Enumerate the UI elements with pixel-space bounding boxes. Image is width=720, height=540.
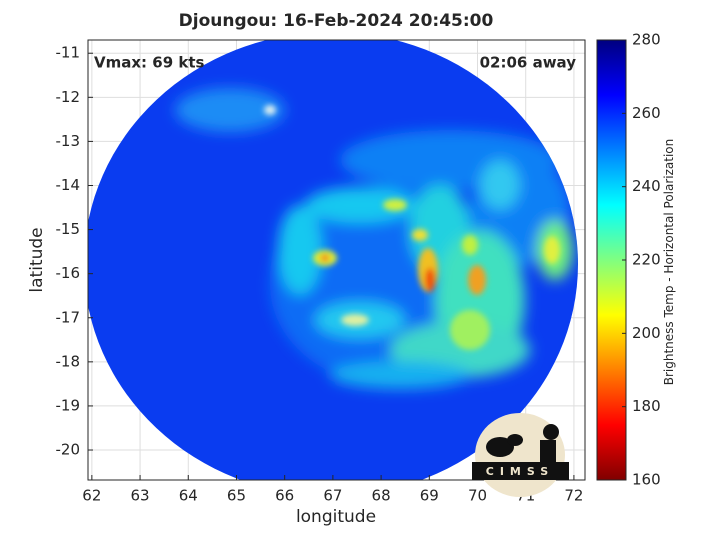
features	[151, 88, 573, 439]
colorbar-tick-label: 200	[632, 324, 661, 342]
y-tick-label: -18	[56, 352, 81, 370]
plot-frame	[87, 39, 586, 481]
x-tick-label: 72	[564, 487, 583, 505]
x-tick-label: 65	[227, 487, 246, 505]
imagery	[88, 40, 578, 480]
y-tick-label: -12	[56, 88, 81, 106]
x-tick-label: 70	[468, 487, 487, 505]
y-tick-label: -11	[56, 44, 81, 62]
colorbar-tick-label: 160	[632, 471, 661, 489]
x-tick-label: 64	[179, 487, 198, 505]
colorbar	[596, 39, 627, 481]
y-tick-label: -20	[56, 441, 81, 459]
logo: CIMSS	[472, 413, 569, 497]
colorbar-label: Brightness Temp - Horizontal Polarizatio…	[662, 139, 676, 386]
colorbar-tick-label: 280	[632, 31, 661, 49]
x-tick-label: 62	[82, 487, 101, 505]
y-tick-label: -14	[56, 176, 81, 194]
y-axis-label: latitude	[27, 227, 47, 292]
colorbar-tick-label: 260	[632, 104, 661, 122]
y-tick-label: -16	[56, 264, 81, 282]
colorbar-tick-label: 220	[632, 251, 661, 269]
convection	[264, 105, 560, 350]
colorbar-tick-label: 180	[632, 397, 661, 415]
y-tick-label: -17	[56, 308, 81, 326]
ticks: 6263646566676869707172-11-12-13-14-15-16…	[56, 44, 584, 505]
y-tick-label: -13	[56, 132, 81, 150]
cloud-bands	[175, 88, 573, 389]
x-tick-label: 67	[323, 487, 342, 505]
logo-text: CIMSS	[486, 465, 554, 478]
annotation: Vmax: 69 kts	[94, 54, 204, 72]
x-tick-label: 69	[420, 487, 439, 505]
x-tick-label: 66	[275, 487, 294, 505]
x-tick-label: 63	[131, 487, 150, 505]
annotation: 02:06 away	[480, 54, 577, 72]
chart-title: Djoungou: 16-Feb-2024 20:45:00	[179, 11, 494, 31]
y-tick-label: -19	[56, 396, 81, 414]
x-axis-label: longitude	[296, 507, 376, 527]
colorbar-tick-label: 240	[632, 177, 661, 195]
y-tick-label: -15	[56, 220, 81, 238]
x-tick-label: 68	[372, 487, 391, 505]
